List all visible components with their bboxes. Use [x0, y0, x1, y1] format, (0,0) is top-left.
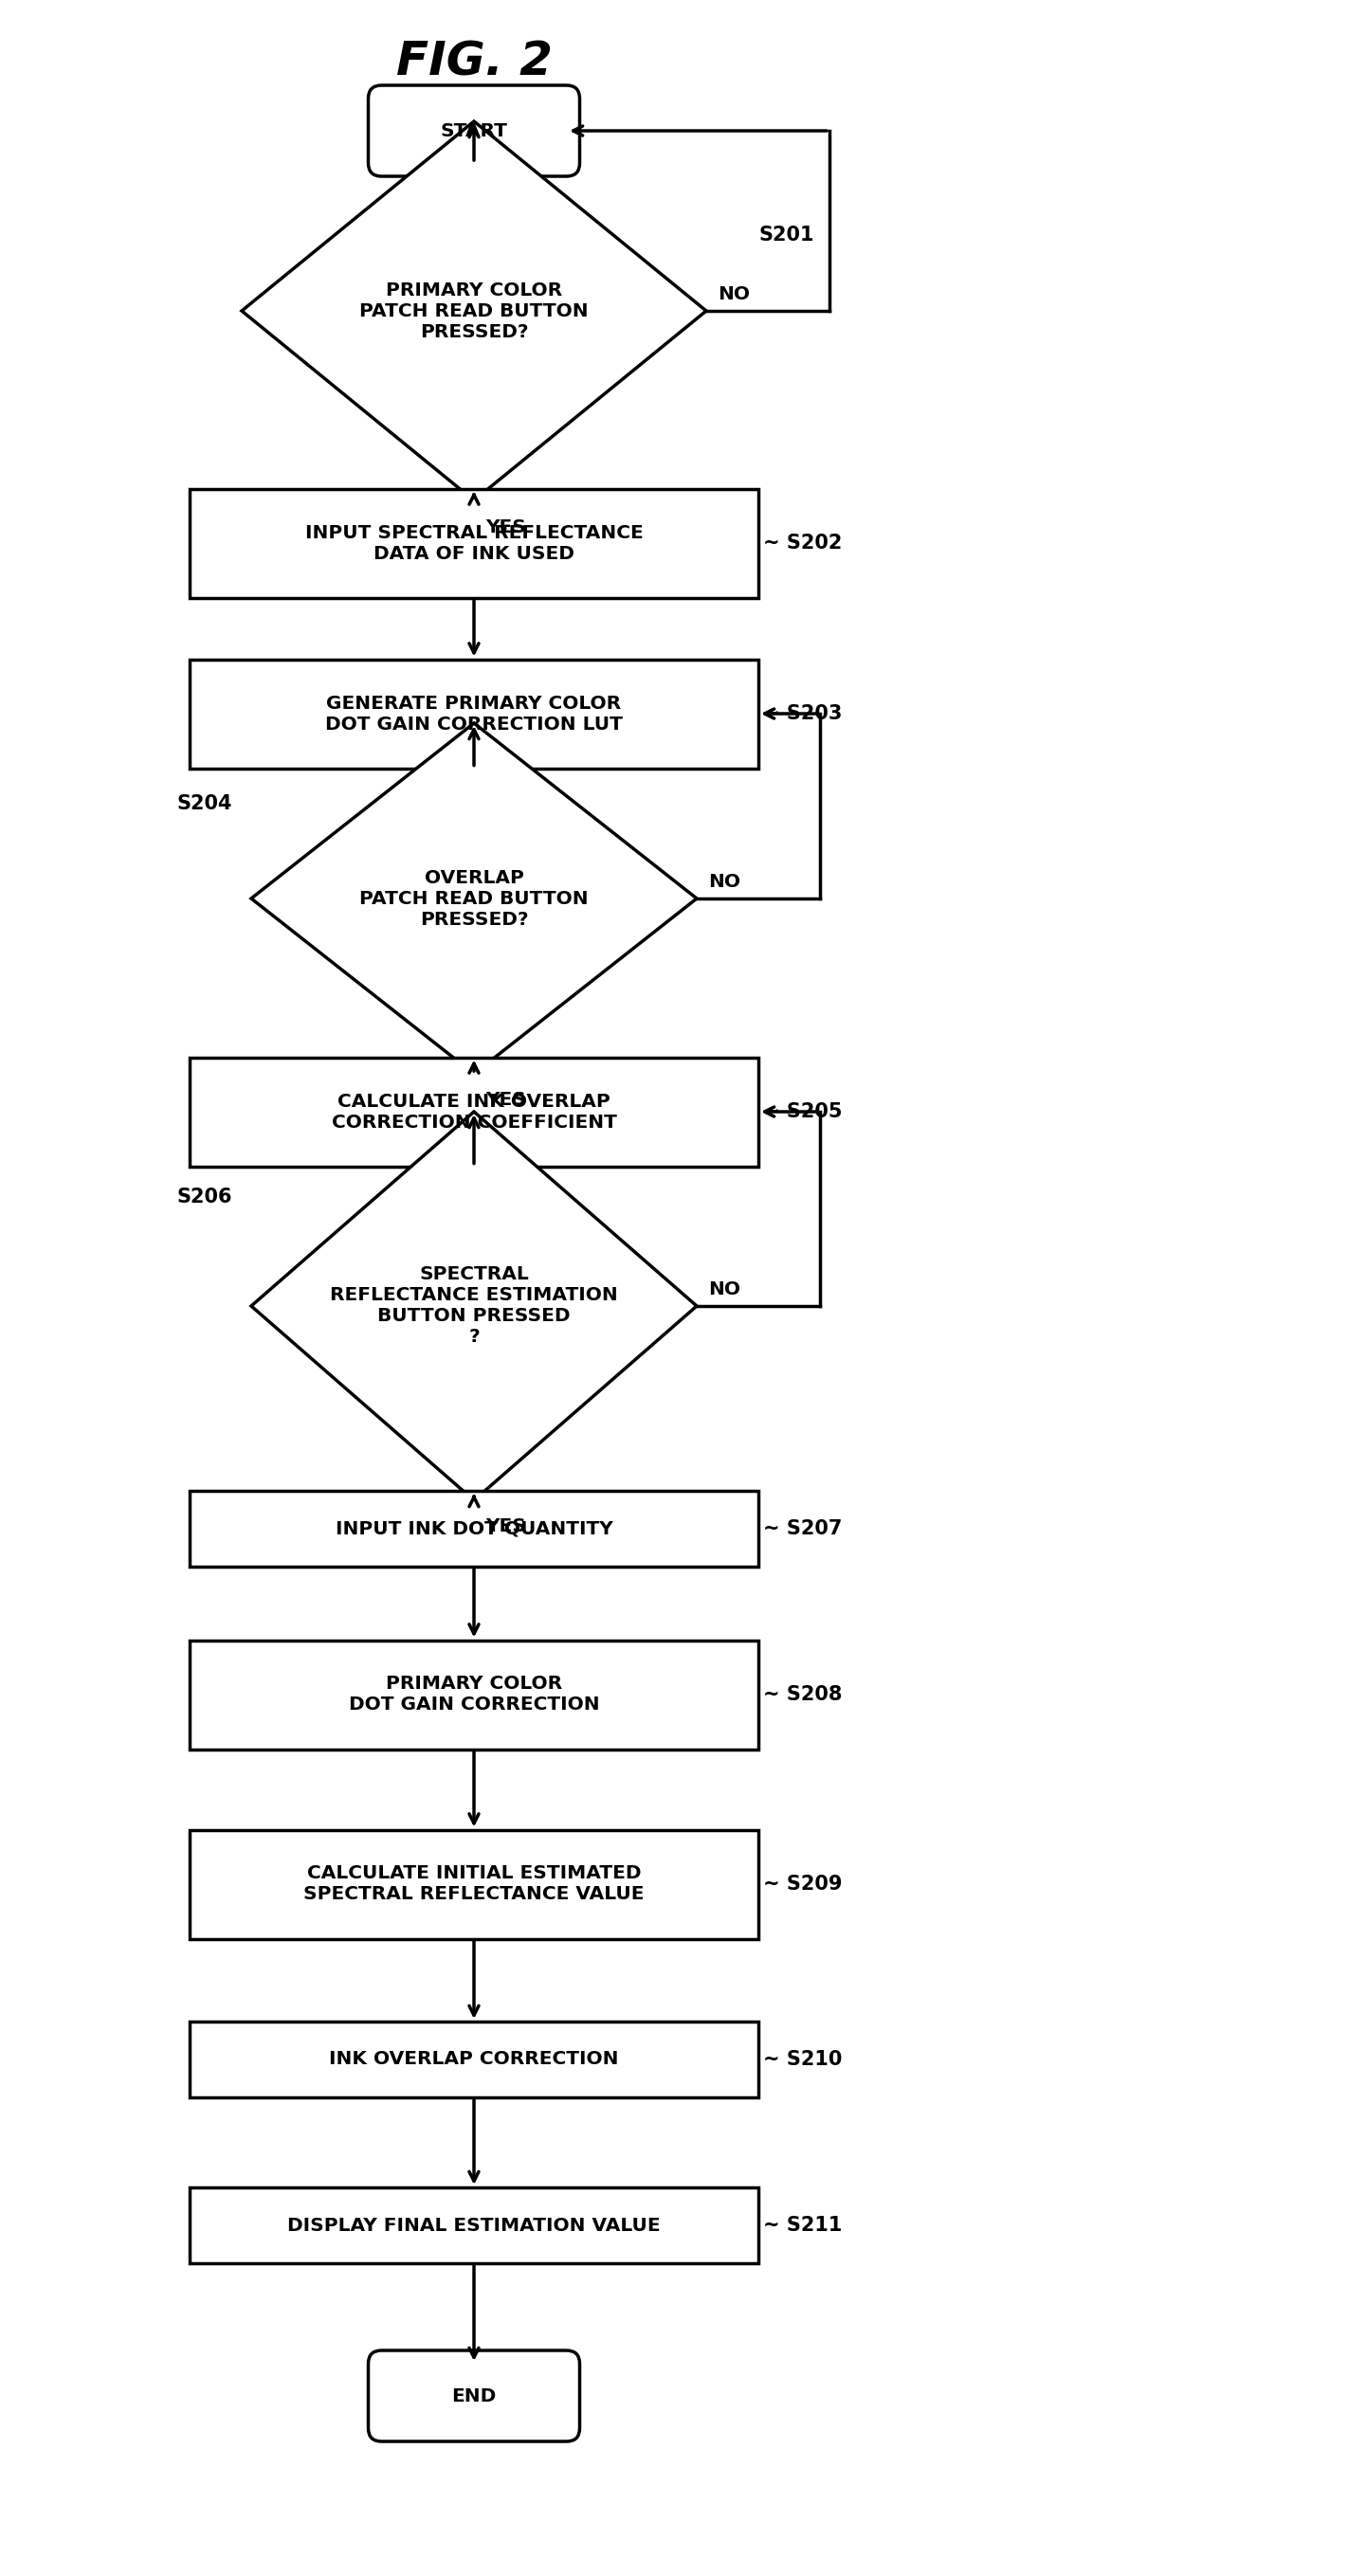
Text: CALCULATE INITIAL ESTIMATED
SPECTRAL REFLECTANCE VALUE: CALCULATE INITIAL ESTIMATED SPECTRAL REF… [303, 1865, 645, 1904]
Text: SPECTRAL
REFLECTANCE ESTIMATION
BUTTON PRESSED
?: SPECTRAL REFLECTANCE ESTIMATION BUTTON P… [331, 1265, 617, 1347]
Text: S201: S201 [758, 227, 814, 245]
FancyBboxPatch shape [369, 2349, 579, 2442]
Text: FIG. 2: FIG. 2 [396, 39, 552, 85]
Bar [190, 489, 758, 598]
Text: YES: YES [485, 518, 526, 536]
Bar [190, 2187, 758, 2264]
Text: YES: YES [485, 1517, 526, 1535]
Text: ~ S208: ~ S208 [764, 1685, 841, 1705]
Text: ~ S209: ~ S209 [764, 1875, 843, 1893]
Text: NO: NO [717, 286, 750, 304]
Text: START: START [440, 121, 508, 139]
Text: YES: YES [485, 1092, 526, 1110]
Text: DISPLAY FINAL ESTIMATION VALUE: DISPLAY FINAL ESTIMATION VALUE [287, 2215, 661, 2233]
Text: GENERATE PRIMARY COLOR
DOT GAIN CORRECTION LUT: GENERATE PRIMARY COLOR DOT GAIN CORRECTI… [325, 693, 623, 734]
Text: NO: NO [708, 873, 740, 891]
Polygon shape [242, 121, 706, 500]
Text: ~ S211: ~ S211 [764, 2215, 841, 2236]
Bar [190, 659, 758, 768]
Text: CALCULATE INK OVERLAP
CORRECTION COEFFICIENT: CALCULATE INK OVERLAP CORRECTION COEFFIC… [332, 1092, 616, 1131]
Bar [190, 1829, 758, 1940]
Text: INPUT INK DOT QUANTITY: INPUT INK DOT QUANTITY [335, 1520, 613, 1538]
Text: NO: NO [708, 1280, 740, 1298]
Text: ~ S205: ~ S205 [764, 1103, 843, 1121]
Text: S206: S206 [176, 1188, 232, 1206]
Text: PRIMARY COLOR
PATCH READ BUTTON
PRESSED?: PRIMARY COLOR PATCH READ BUTTON PRESSED? [359, 281, 589, 340]
Polygon shape [251, 1113, 697, 1499]
Text: INK OVERLAP CORRECTION: INK OVERLAP CORRECTION [329, 2050, 619, 2069]
Polygon shape [251, 724, 697, 1074]
Text: ~ S207: ~ S207 [764, 1520, 841, 1538]
Text: S204: S204 [176, 793, 232, 814]
Text: OVERLAP
PATCH READ BUTTON
PRESSED?: OVERLAP PATCH READ BUTTON PRESSED? [359, 868, 589, 927]
Text: ~ S203: ~ S203 [764, 703, 841, 724]
Bar [190, 1492, 758, 1566]
FancyBboxPatch shape [369, 85, 579, 175]
Text: PRIMARY COLOR
DOT GAIN CORRECTION: PRIMARY COLOR DOT GAIN CORRECTION [348, 1674, 600, 1713]
Text: INPUT SPECTRAL REFLECTANCE
DATA OF INK USED: INPUT SPECTRAL REFLECTANCE DATA OF INK U… [305, 523, 643, 562]
Bar [190, 2022, 758, 2097]
Text: ~ S210: ~ S210 [764, 2050, 841, 2069]
Bar [190, 1641, 758, 1749]
Bar [190, 1056, 758, 1167]
Text: END: END [452, 2388, 496, 2406]
Text: ~ S202: ~ S202 [764, 533, 841, 551]
